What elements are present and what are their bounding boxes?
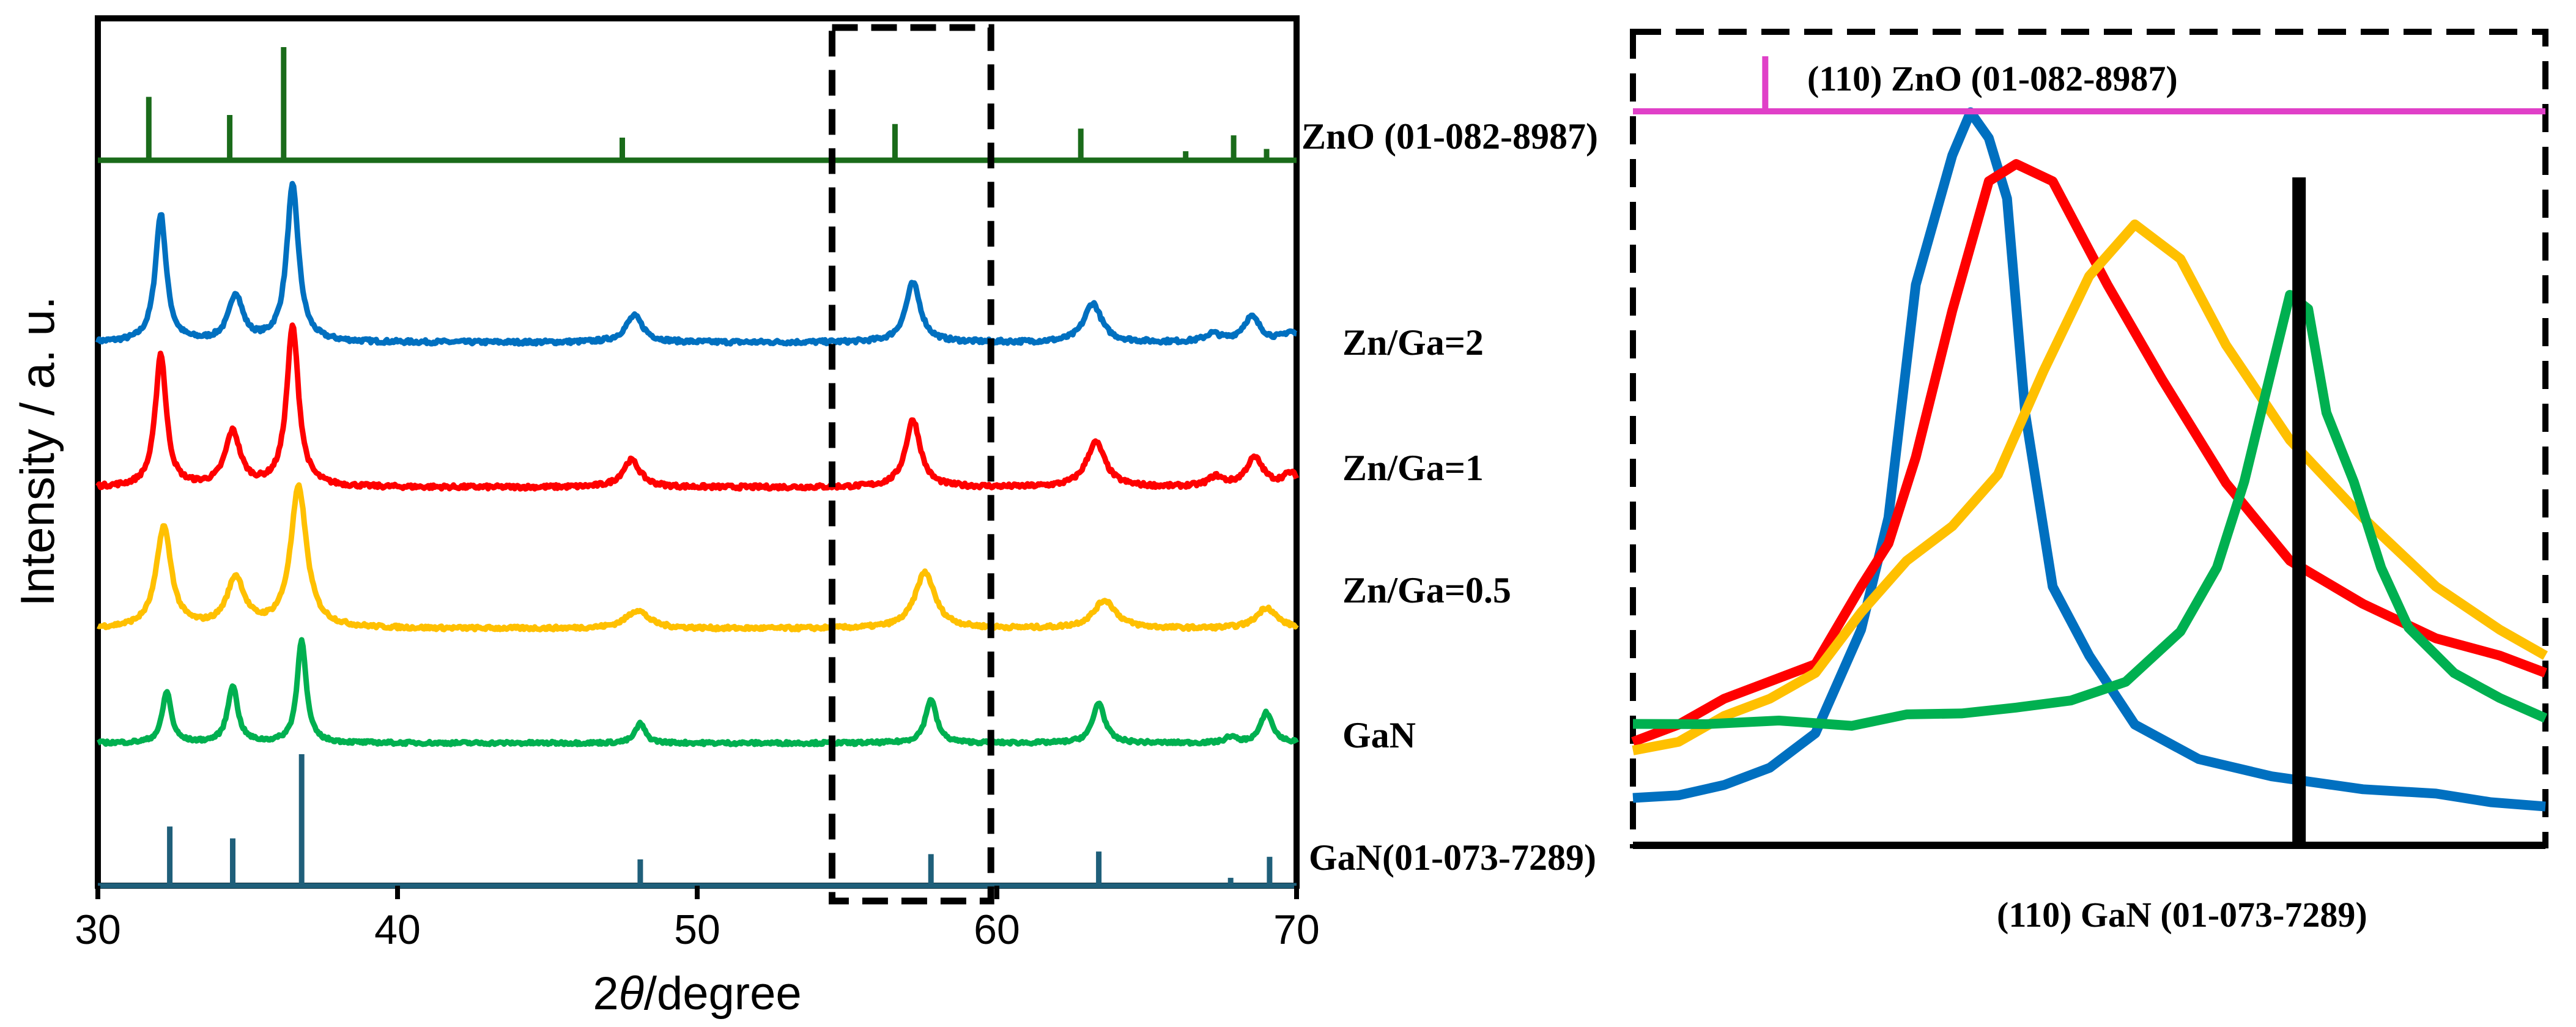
label-gan: GaN xyxy=(1342,715,1416,755)
inset-bottom-label: (110) GaN (01-073-7289) xyxy=(1997,895,2367,935)
inset-line-zn-ga-2 xyxy=(1632,107,2546,812)
label-zn-ga-1: Zn/Ga=1 xyxy=(1342,448,1484,488)
x-axis-label-suffix: /degree xyxy=(644,968,802,1020)
main-xrd-panel: 30 40 50 60 70 Intensity / a. u. 2θ/degree Z… xyxy=(10,15,1598,1020)
series-line-zn-ga-2 xyxy=(95,180,1298,347)
series-line-zn-ga-1 xyxy=(95,322,1300,492)
x-tick-label-30: 30 xyxy=(75,907,121,953)
x-tick-label-70: 70 xyxy=(1273,907,1320,953)
inset-line-zn-ga-05 xyxy=(1632,219,2548,755)
label-zn-ga-05: Zn/Ga=0.5 xyxy=(1342,570,1511,610)
label-zno-ref: ZnO (01-082-8987) xyxy=(1301,116,1598,157)
main-reference-group xyxy=(98,47,1297,889)
x-axis-label: 2θ/degree xyxy=(593,968,801,1020)
series-line-gan xyxy=(96,637,1299,747)
inset-line-zn-ga-1 xyxy=(1631,159,2547,747)
inset-line-gan xyxy=(1632,290,2548,731)
label-gan-ref: GaN(01-073-7289) xyxy=(1309,837,1596,878)
x-tick-label-50: 50 xyxy=(674,907,720,953)
label-zn-ga-2: Zn/Ga=2 xyxy=(1342,322,1484,363)
zoom-inset-panel: (110) ZnO (01-082-8987) (110) GaN (01-07… xyxy=(1630,29,2548,935)
main-x-ticks: 30 40 50 60 70 xyxy=(75,886,1320,953)
y-axis-label: Intensity / a. u. xyxy=(10,296,64,606)
inset-frame xyxy=(1630,29,2548,848)
main-series-group xyxy=(95,180,1300,747)
inset-reference-group xyxy=(1633,56,2545,845)
x-tick-label-60: 60 xyxy=(974,907,1020,953)
series-line-zn-ga-05 xyxy=(96,482,1299,632)
inset-series-group xyxy=(1631,107,2548,812)
x-axis-label-prefix: 2 xyxy=(593,968,618,1020)
inset-top-label: (110) ZnO (01-082-8987) xyxy=(1807,59,2178,98)
x-tick-label-40: 40 xyxy=(374,907,421,953)
x-axis-label-theta: θ xyxy=(619,968,644,1020)
zoom-region-box xyxy=(829,24,994,905)
